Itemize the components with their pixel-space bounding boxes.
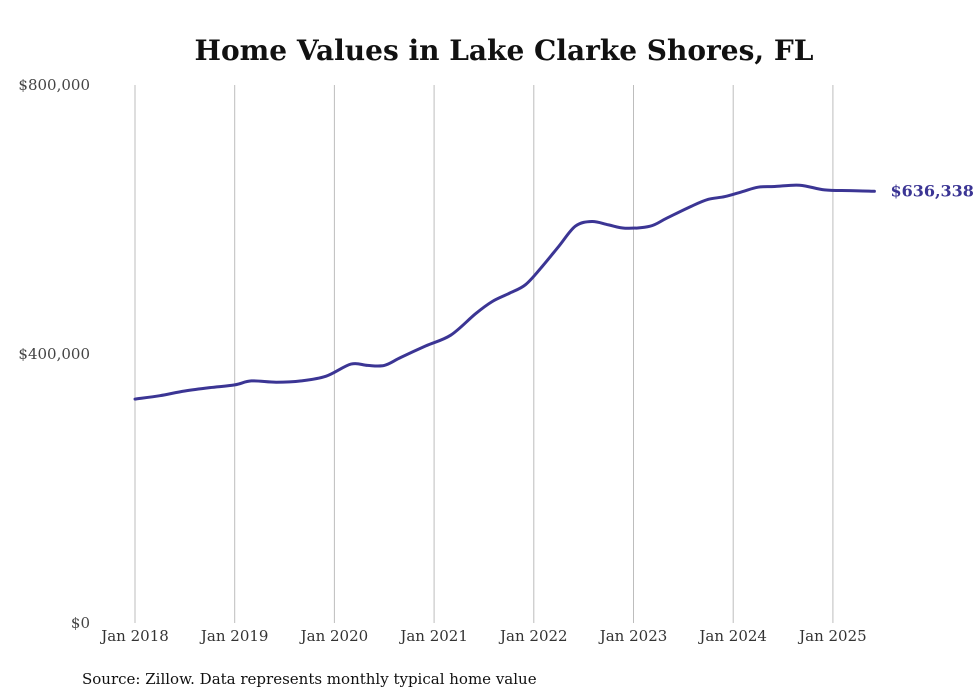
chart-title: Home Values in Lake Clarke Shores, FL (195, 34, 814, 67)
y-tick-label: $0 (71, 614, 90, 632)
y-tick-label: $400,000 (18, 345, 90, 363)
x-tick-label: Jan 2020 (299, 627, 369, 645)
end-value-label: $636,338 (890, 181, 974, 200)
series-line (133, 183, 876, 401)
x-tick-label: Jan 2025 (797, 627, 867, 645)
grid-lines (134, 85, 834, 623)
source-note: Source: Zillow. Data represents monthly … (82, 670, 537, 688)
x-tick-label: Jan 2024 (697, 627, 767, 645)
y-axis-ticks: $0 $400,000 $800,000 (18, 76, 90, 632)
x-tick-label: Jan 2021 (398, 627, 468, 645)
x-tick-label: Jan 2022 (498, 627, 568, 645)
x-tick-label: Jan 2019 (199, 627, 269, 645)
y-tick-label: $800,000 (18, 76, 90, 94)
x-tick-label: Jan 2018 (99, 627, 169, 645)
x-tick-label: Jan 2023 (598, 627, 668, 645)
x-axis-ticks: Jan 2018 Jan 2019 Jan 2020 Jan 2021 Jan 2022… (99, 627, 866, 645)
